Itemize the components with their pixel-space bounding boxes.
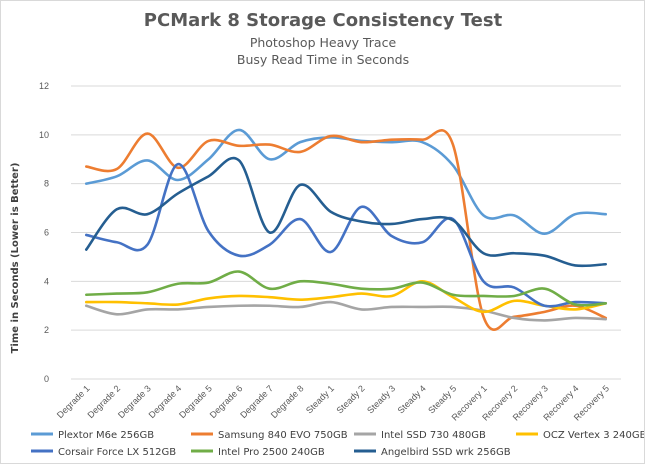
chart-subtitle-line-1: Photoshop Heavy Trace: [250, 35, 397, 50]
legend-item-angelbird-ssd-wrk-256gb: Angelbird SSD wrk 256GB: [354, 447, 511, 458]
series-line-intel-pro-2500-240gb: [84, 270, 608, 307]
series-lines: [84, 128, 608, 331]
y-tick-label: 10: [39, 130, 49, 140]
y-axis-ticks: 0 2 4 6 8 10 12: [39, 81, 49, 384]
legend-item-plextor-m6e-256gb: Plextor M6e 256GB: [31, 430, 154, 441]
chart-subtitle-line-2: Busy Read Time in Seconds: [237, 52, 409, 67]
legend: Plextor M6e 256GB Samsung 840 EVO 750GB In…: [31, 430, 644, 458]
legend-label: Angelbird SSD wrk 256GB: [381, 447, 511, 458]
series-line-angelbird-ssd-wrk-256gb: [84, 156, 608, 268]
y-tick-label: 0: [44, 374, 49, 384]
legend-item-corsair-force-lx-512gb: Corsair Force LX 512GB: [31, 447, 176, 458]
legend-label: Samsung 840 EVO 750GB: [218, 430, 348, 441]
legend-item-ocz-vertex-3-240gb: OCZ Vertex 3 240GB: [516, 430, 644, 441]
legend-label: Corsair Force LX 512GB: [58, 447, 176, 458]
y-tick-label: 4: [44, 276, 49, 286]
x-tick-label: Steady 2: [334, 383, 366, 415]
y-tick-label: 12: [39, 81, 49, 91]
legend-item-samsung-840-evo-750gb: Samsung 840 EVO 750GB: [191, 430, 348, 441]
series-line-ocz-vertex-3-240gb: [84, 280, 608, 314]
series-line-corsair-force-lx-512gb: [84, 162, 608, 308]
x-tick-label: Steady 3: [365, 383, 397, 415]
legend-item-intel-ssd-730-480gb: Intel SSD 730 480GB: [354, 430, 486, 441]
y-axis-label: Time in Seconds (Lower is Better): [10, 163, 21, 354]
y-tick-label: 2: [44, 325, 49, 335]
x-tick-label: Degrade 8: [269, 383, 306, 420]
legend-label: OCZ Vertex 3 240GB: [543, 430, 644, 441]
gridlines: [71, 85, 621, 380]
x-tick-label: Steady 4: [396, 383, 428, 415]
chart-title: PCMark 8 Storage Consistency Test: [144, 10, 503, 31]
legend-label: Intel SSD 730 480GB: [381, 430, 486, 441]
series-line-intel-ssd-730-480gb: [84, 300, 608, 322]
y-tick-label: 6: [44, 228, 49, 238]
legend-item-intel-pro-2500-240gb: Intel Pro 2500 240GB: [191, 447, 325, 458]
x-tick-label: Steady 1: [304, 383, 336, 415]
legend-label: Plextor M6e 256GB: [58, 430, 154, 441]
y-tick-label: 8: [44, 179, 49, 189]
legend-label: Intel Pro 2500 240GB: [218, 447, 325, 458]
